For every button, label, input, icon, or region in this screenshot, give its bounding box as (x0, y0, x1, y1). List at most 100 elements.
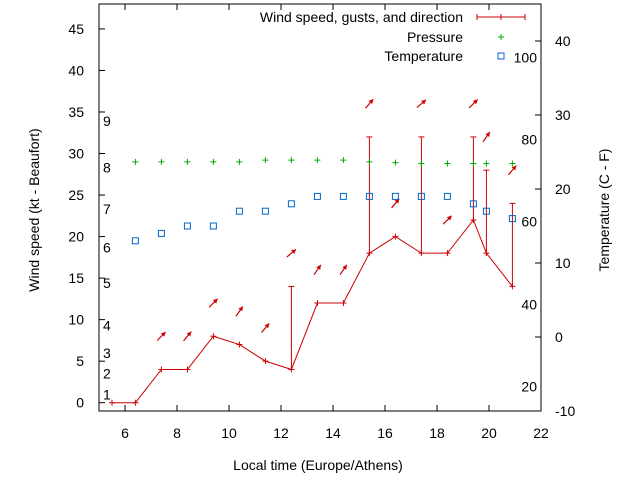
pressure-point (509, 160, 516, 167)
legend-sample-temperature (497, 52, 505, 60)
temperature-point (482, 207, 490, 215)
x-tick-label: 16 (377, 425, 393, 441)
wind-speed-point (262, 358, 269, 365)
arrow-head (238, 306, 243, 312)
y-right-tick-label: 40 (555, 33, 571, 49)
y-left-tick-label: 35 (68, 104, 84, 120)
wind-speed-point (392, 233, 399, 240)
temperature-point (287, 200, 295, 208)
y-right-tick-label: 30 (555, 107, 571, 123)
tick-layer: 6 8 10 12 14 16 18 20 22051015202530354045-10010… (68, 4, 575, 441)
temperature-point (131, 237, 139, 245)
wind-direction-arrow (286, 248, 297, 258)
temperature-point (417, 192, 425, 200)
temperature-point (183, 222, 191, 230)
y-right-tick-label: -10 (555, 403, 575, 419)
arrow-head (342, 264, 347, 270)
arrow-head (316, 264, 321, 270)
beaufort-label: 3 (103, 345, 111, 361)
x-tick-label: 20 (481, 425, 497, 441)
pressure-point (184, 158, 191, 165)
beaufort-label: 8 (103, 160, 111, 176)
pressure-point (340, 157, 347, 164)
wind-speed-point (184, 366, 191, 373)
x-tick-label: 10 (221, 425, 237, 441)
legend: Wind speed, gusts, and direction Pressur… (260, 9, 526, 64)
y-axis-left-label: Wind speed (kt - Beaufort) (26, 128, 42, 291)
wind-direction-arrow (468, 99, 479, 109)
beaufort-label: 9 (103, 113, 111, 129)
wind-speed-point (210, 333, 217, 340)
arrow-head (160, 332, 166, 337)
x-tick-label: 14 (325, 425, 341, 441)
wind-speed-point (418, 250, 425, 257)
pressure-point (392, 159, 399, 166)
y-left-tick-label: 15 (68, 270, 84, 286)
pressure-point (288, 157, 295, 164)
pressure-point (470, 160, 477, 167)
beaufort-label: 5 (103, 275, 111, 291)
temperature-point (261, 207, 269, 215)
arrow-head (446, 215, 452, 221)
wind-direction-arrow (261, 322, 270, 333)
wind-direction-arrow (508, 165, 517, 176)
legend-label-pressure: Pressure (407, 29, 463, 45)
legend-sample-pressure (498, 34, 504, 40)
y-left-tick-label: 10 (68, 312, 84, 328)
fahrenheit-label: 100 (514, 49, 538, 65)
wind-speed-point (483, 250, 490, 257)
temperature-point (157, 229, 165, 237)
arrow-head (186, 331, 192, 337)
y-left-tick-label: 30 (68, 146, 84, 162)
x-axis-label: Local time (Europe/Athens) (233, 457, 403, 473)
legend-sample-wind-point (498, 14, 504, 20)
arrow-head (264, 323, 270, 329)
wind-direction-arrow (391, 198, 400, 209)
arrow-head (421, 99, 426, 105)
arrow-head (368, 99, 374, 104)
y-left-tick-label: 0 (76, 395, 84, 411)
temperature-point (235, 207, 243, 215)
legend-label-temperature: Temperature (384, 48, 463, 64)
wind-direction-arrow (313, 264, 322, 276)
y-left-tick-label: 40 (68, 62, 84, 78)
arrow-head (394, 198, 400, 204)
y-axis-right-label: Temperature (C - F) (596, 149, 612, 272)
arrow-head (212, 298, 218, 304)
series-layer (109, 98, 517, 406)
x-tick-label: 8 (173, 425, 181, 441)
beaufort-label: 2 (103, 366, 111, 382)
wind-direction-arrow (235, 306, 244, 317)
pressure-point (418, 160, 425, 167)
pressure-point (483, 160, 490, 167)
fahrenheit-label: 40 (521, 296, 537, 312)
x-tick-label: 12 (273, 425, 289, 441)
wind-direction-arrow (156, 331, 167, 341)
temperature-point (313, 192, 321, 200)
beaufort-label: 4 (103, 317, 111, 333)
y-left-tick-label: 5 (76, 353, 84, 369)
y-left-tick-label: 20 (68, 229, 84, 245)
wind-speed-point (444, 250, 451, 257)
temperature-point (391, 192, 399, 200)
fahrenheit-label: 20 (521, 379, 537, 395)
y-left-tick-label: 45 (68, 21, 84, 37)
temperature-point (339, 192, 347, 200)
wind-direction-arrow (442, 215, 453, 225)
pressure-point (236, 158, 243, 165)
temperature-point (209, 222, 217, 230)
wind-speed-point (509, 283, 516, 290)
pressure-point (444, 160, 451, 167)
wind-direction-arrow (183, 331, 192, 342)
wind-speed-point (132, 399, 139, 406)
beaufort-label: 1 (103, 386, 111, 402)
y-right-tick-label: 0 (555, 329, 563, 345)
arrow-head (485, 131, 490, 137)
pressure-point (132, 158, 139, 165)
wind-direction-arrow (482, 131, 491, 143)
x-tick-label: 22 (533, 425, 549, 441)
pressure-point (366, 158, 373, 165)
temperature-point (469, 200, 477, 208)
fahrenheit-label: 60 (521, 214, 537, 230)
